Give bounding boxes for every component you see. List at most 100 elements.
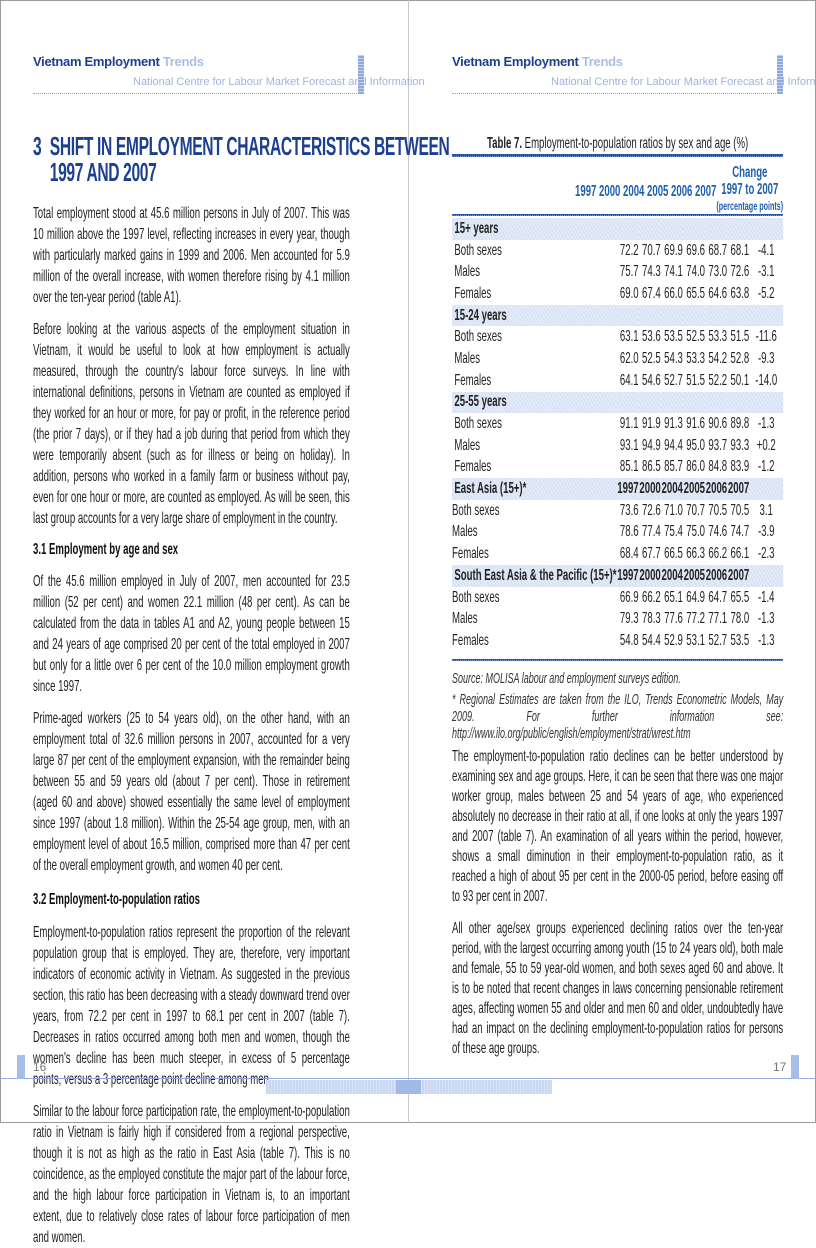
value-cell: 93.3: [730, 436, 750, 454]
year-header: 2006: [704, 565, 728, 587]
value-cell: 94.9: [642, 436, 661, 454]
value-cell: 74.7: [730, 523, 750, 541]
value-cell: 53.3: [686, 349, 705, 367]
section-row: 25-55 years: [452, 391, 784, 414]
year-header: 2000: [599, 182, 621, 200]
table-row: Both sexes 72.2 70.7 69.9 69.6 68.7 68.1 -4.1: [452, 240, 783, 262]
year-header: 2004: [623, 182, 645, 200]
value-cell: 53.5: [664, 328, 683, 346]
row-label: Females: [452, 545, 489, 563]
value-cell: 86.5: [642, 458, 661, 476]
header-org-right: National Centre for Labour Market Foreca…: [551, 76, 816, 88]
paragraph: All other age/sex groups experienced dec…: [452, 920, 784, 1057]
value-cell: 66.1: [730, 545, 750, 563]
value-cell: 77.6: [664, 610, 683, 628]
paragraph: Of the 45.6 million employed in July of …: [33, 573, 350, 695]
table-caption: Employment-to-population ratios by sex a…: [521, 135, 749, 152]
year-header: 1997: [575, 182, 597, 200]
value-cell: 70.5: [730, 501, 750, 519]
value-cell: 77.2: [686, 610, 705, 628]
value-cell: 51.5: [686, 371, 705, 389]
change-cell: -1.4: [757, 588, 775, 606]
value-cell: 74.1: [664, 263, 683, 281]
section-label: 15+ years: [452, 218, 617, 240]
value-cell: 52.2: [708, 371, 728, 389]
change-cell: -1.2: [757, 458, 775, 476]
value-cell: 89.8: [730, 415, 750, 433]
paragraph: Similar to the labour force participatio…: [33, 1103, 350, 1246]
row-label: Females: [454, 284, 492, 302]
row-label: Males: [454, 436, 481, 454]
value-cell: 75.4: [664, 523, 683, 541]
value-cell: 78.3: [642, 610, 661, 628]
value-cell: 74.3: [642, 263, 661, 281]
row-label: Both sexes: [452, 501, 500, 519]
footer-tab-center: [396, 1080, 421, 1094]
change-cell: 3.1: [759, 501, 773, 519]
value-cell: 54.3: [664, 349, 683, 367]
change-header-line: Change: [732, 164, 768, 181]
spine-divider: [408, 0, 409, 1123]
value-cell: 67.4: [642, 284, 661, 302]
value-cell: 72.6: [642, 501, 661, 519]
empty-cell: [638, 304, 661, 327]
footer-rule: [0, 1078, 816, 1079]
row-label: Males: [452, 523, 478, 541]
value-cell: 91.6: [686, 415, 705, 433]
value-cell: 52.9: [664, 631, 683, 649]
value-cell: 68.4: [619, 545, 639, 563]
value-cell: 78.6: [619, 523, 639, 541]
chapter-title-line2: 1997 AND 2007: [49, 157, 157, 187]
section-heading-3-1: 3.1 Employment by age and sex: [33, 541, 179, 558]
year-header: 2005: [682, 478, 705, 500]
value-cell: 69.6: [686, 241, 705, 259]
empty-cell: [660, 304, 683, 327]
value-cell: 63.8: [730, 284, 750, 302]
change-cell: -9.3: [757, 349, 775, 367]
year-header: 2007: [727, 478, 750, 500]
empty-cell: [727, 218, 750, 240]
empty-cell: [704, 218, 728, 240]
footer-bar-right: [791, 1055, 799, 1079]
value-cell: 54.6: [642, 371, 661, 389]
row-label: Males: [454, 263, 481, 281]
page-number-right: 17: [773, 1060, 787, 1074]
chapter-heading: 3 SHIFT IN EMPLOYMENT CHARACTERISTICS BET…: [33, 133, 450, 187]
value-cell: 66.3: [686, 545, 705, 563]
value-cell: 69.9: [664, 241, 683, 259]
value-cell: 75.0: [686, 523, 705, 541]
right-body: The employment-to-population ratio decli…: [452, 747, 783, 1059]
value-cell: 52.5: [642, 349, 661, 367]
table-row: Males 93.1 94.9 94.4 95.0 93.7 93.3 +0.2: [452, 435, 783, 457]
value-cell: 51.5: [730, 328, 750, 346]
table-header-rule: [452, 214, 783, 216]
value-cell: 86.0: [686, 458, 705, 476]
value-cell: 54.4: [642, 631, 661, 649]
change-header-line: 1997 to 2007: [721, 181, 779, 198]
value-cell: 90.6: [708, 415, 728, 433]
value-cell: 91.1: [619, 415, 639, 433]
value-cell: 50.1: [730, 371, 750, 389]
section-label: 25-55 years: [452, 391, 617, 414]
paragraph: The employment-to-population ratio decli…: [452, 748, 784, 905]
value-cell: 85.1: [619, 458, 639, 476]
table-row: Both sexes 63.1 53.6 53.5 52.5 53.3 51.5 -11.6: [452, 326, 783, 348]
table-row: Both sexes 91.1 91.9 91.3 91.6 90.6 89.8 -1.3: [452, 413, 783, 435]
value-cell: 73.0: [708, 263, 728, 281]
value-cell: 65.1: [664, 588, 683, 606]
value-cell: 66.9: [619, 588, 639, 606]
brand-accent: Trends: [581, 54, 623, 69]
empty-cell: [727, 304, 750, 327]
section-label: 15-24 years: [452, 304, 617, 327]
table-row: Males 78.6 77.4 75.4 75.0 74.6 74.7 -3.9: [452, 522, 783, 544]
header-rule-left: [33, 93, 363, 94]
empty-cell: [704, 391, 728, 414]
change-cell: -11.6: [755, 328, 777, 346]
value-cell: 64.6: [708, 284, 728, 302]
table-row: Females 85.1 86.5 85.7 86.0 84.8 83.9 -1.2: [452, 457, 783, 479]
value-cell: 85.7: [664, 458, 683, 476]
empty-cell: [704, 304, 728, 327]
section-row: South East Asia & the Pacific (15+)* 1997…: [452, 565, 784, 587]
value-cell: 69.0: [619, 284, 639, 302]
brand-accent: Trends: [162, 54, 204, 69]
